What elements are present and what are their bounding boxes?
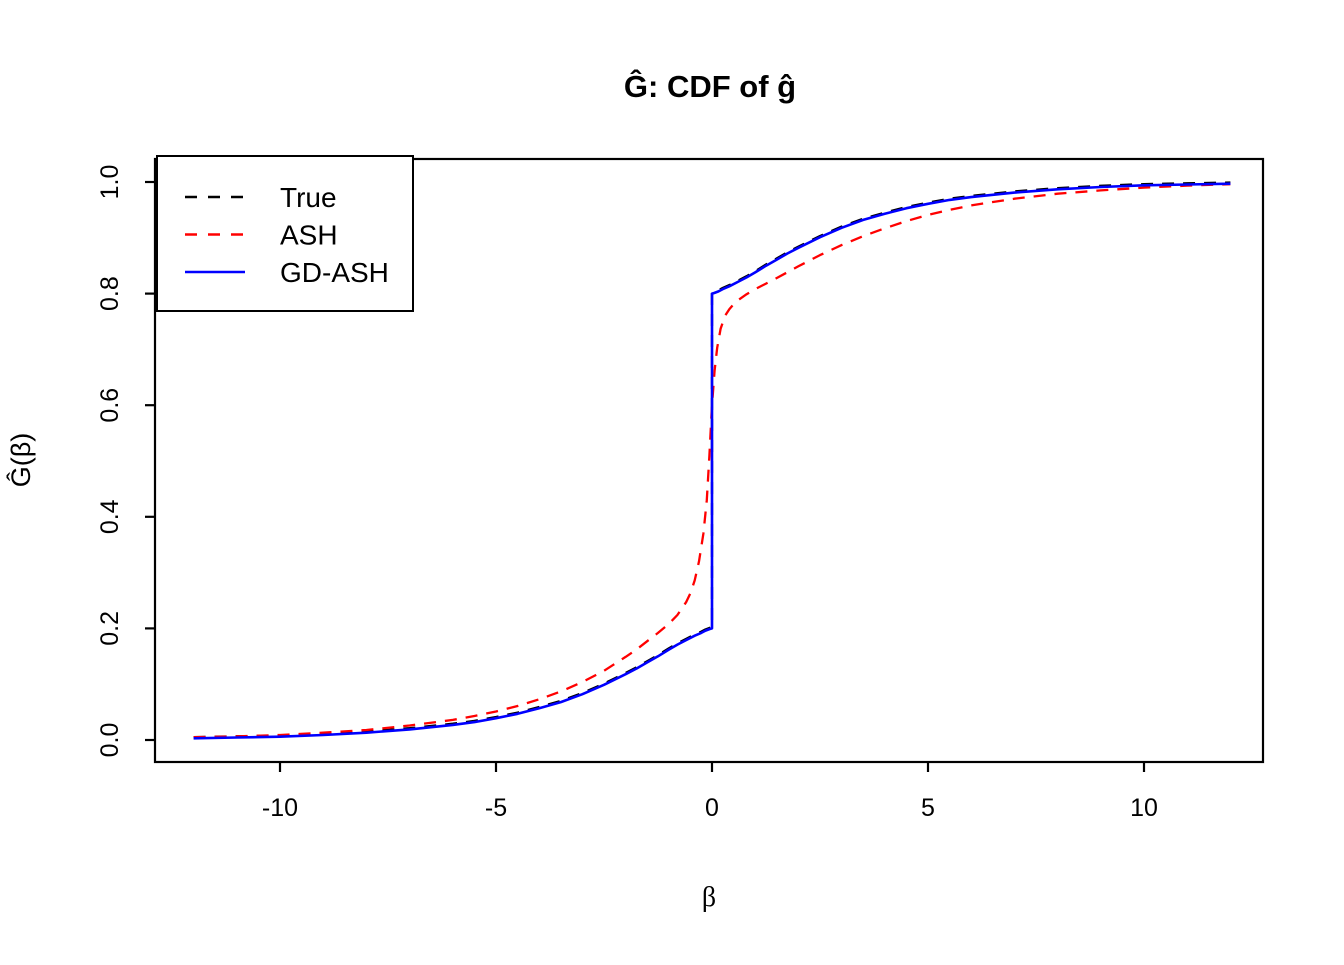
legend-box (156, 155, 414, 312)
y-tick-label: 1.0 (96, 165, 124, 200)
series-curves (193, 181, 1231, 740)
legend-item-label: True (280, 182, 337, 213)
legend-item-label: GD-ASH (280, 257, 389, 288)
y-axis-ticks: 0.0 0.2 0.4 0.6 0.8 1.0 (96, 165, 155, 758)
legend-item-label: ASH (280, 220, 338, 251)
y-tick-label: 0.4 (96, 499, 124, 534)
y-axis-label: Ĝ(β) (5, 433, 36, 488)
x-tick-label: 10 (1130, 794, 1158, 822)
x-tick-label: 0 (705, 794, 719, 822)
y-tick-label: 0.6 (96, 388, 124, 423)
x-tick-label: -10 (262, 794, 298, 822)
plot-title: Ĝ: CDF of ĝ (624, 68, 796, 104)
y-tick-label: 0.2 (96, 611, 124, 646)
x-tick-label: 5 (921, 794, 935, 822)
x-axis-label: β (702, 882, 716, 913)
curve-gd-ash (193, 182, 1231, 740)
y-tick-label: 0.0 (96, 723, 124, 758)
x-tick-label: -5 (485, 794, 507, 822)
x-axis-ticks: -10 -5 0 5 10 (262, 762, 1158, 822)
plot-border (153, 157, 1265, 764)
legend: True ASH GD-ASH (156, 155, 414, 312)
y-tick-label: 0.8 (96, 276, 124, 311)
